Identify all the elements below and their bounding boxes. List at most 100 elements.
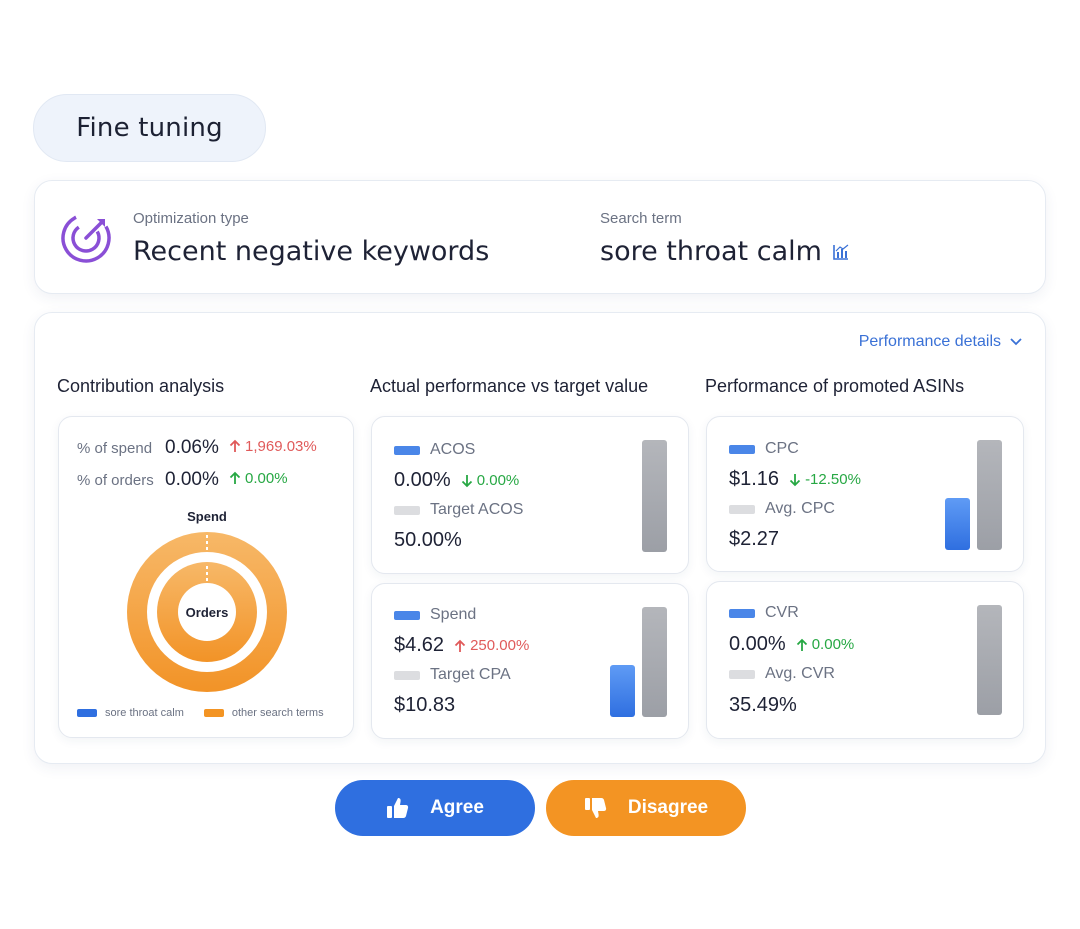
avg-cpc-value: $2.27 [729, 528, 780, 550]
avg-cvr-bar [977, 605, 1002, 715]
spend-share-row: % of spend 0.06% 1,969.03% [77, 437, 317, 459]
chevron-down-icon [1010, 338, 1022, 346]
acos-change: 0.00% [461, 472, 520, 489]
cvr-panel: CVR 0.00% 0.00% Avg. CVR 35.49% [706, 581, 1024, 739]
disagree-button[interactable]: Disagree [546, 780, 746, 836]
avg-cpc-legend: Avg. CPC [729, 500, 835, 518]
spend-value: $4.62 [394, 634, 445, 656]
disagree-label: Disagree [627, 797, 709, 818]
performance-card: Performance details Contribution analysi… [34, 312, 1046, 764]
contribution-legend: sore throat calm other search terms [77, 707, 324, 719]
target-cpa-swatch [394, 670, 420, 680]
thumbs-up-icon [387, 798, 409, 818]
spend-share-label: % of spend [77, 440, 153, 457]
cpc-legend: CPC [729, 440, 799, 458]
target-acos-bar [642, 440, 667, 552]
search-term-value: sore throat calm [600, 236, 822, 267]
legend-swatch-other [203, 709, 224, 717]
cvr-change-value: 0.00% [811, 636, 855, 653]
avg-cvr-swatch [729, 669, 755, 679]
contribution-ring-chart: Spend Orders [127, 509, 287, 692]
performance-details-label: Performance details [858, 333, 1001, 350]
target-cpa-bar [642, 607, 667, 717]
legend-label-other: other search terms [231, 707, 324, 719]
cpc-panel: CPC $1.16 -12.50% Avg. CPC $2.27 [706, 416, 1024, 572]
spend-swatch [394, 610, 420, 620]
chart-icon[interactable] [832, 243, 850, 261]
page-title: Fine tuning [33, 94, 266, 162]
cvr-value: 0.00% [729, 633, 786, 655]
avg-cvr-label: Avg. CVR [765, 665, 835, 682]
avg-cpc-label: Avg. CPC [765, 500, 835, 517]
actual-vs-target-title: Actual performance vs target value [370, 376, 649, 396]
acos-panel: ACOS 0.00% 0.00% Target ACOS 50.00% [371, 416, 689, 574]
legend-swatch-term [77, 709, 97, 717]
target-icon [61, 213, 111, 263]
avg-cvr-legend: Avg. CVR [729, 665, 835, 683]
ring-inner-label: Orders [186, 605, 229, 620]
spend-panel: Spend $4.62 250.00% Target CPA $10.83 [371, 583, 689, 739]
arrow-up-icon [796, 638, 807, 651]
cpc-change-value: -12.50% [805, 471, 861, 488]
spend-label: Spend [430, 606, 477, 623]
cpc-bar [945, 498, 970, 550]
search-term-row: sore throat calm [600, 236, 850, 267]
acos-swatch [394, 445, 420, 455]
cpc-value: $1.16 [729, 468, 780, 490]
agree-label: Agree [430, 797, 484, 818]
orders-share-label: % of orders [77, 472, 154, 489]
cvr-change: 0.00% [796, 636, 855, 653]
spend-bar [610, 665, 635, 717]
contribution-panel: % of spend 0.06% 1,969.03% % of orders 0… [58, 416, 354, 738]
cpc-value-row: $1.16 -12.50% [729, 468, 861, 491]
spend-change-value: 250.00% [470, 637, 530, 654]
spend-share-change: 1,969.03% [229, 438, 317, 455]
cvr-legend: CVR [729, 604, 799, 622]
arrow-up-icon [229, 439, 241, 452]
target-cpa-legend: Target CPA [394, 666, 511, 684]
optimization-summary-card: Optimization type Recent negative keywor… [34, 180, 1046, 294]
orders-share-change-value: 0.00% [245, 469, 288, 487]
target-cpa-value: $10.83 [394, 694, 456, 716]
agree-button[interactable]: Agree [335, 780, 535, 836]
cpc-swatch [729, 444, 755, 454]
avg-cpc-swatch [729, 504, 755, 514]
acos-value: 0.00% [394, 469, 451, 491]
optimization-type-value: Recent negative keywords [133, 236, 490, 267]
arrow-up-icon [229, 471, 241, 484]
arrow-up-icon [454, 639, 466, 652]
target-acos-swatch [394, 505, 420, 515]
arrow-down-icon [461, 474, 472, 487]
target-acos-value: 50.00% [394, 529, 462, 551]
spend-share-value: 0.06% [165, 437, 219, 458]
spend-value-row: $4.62 250.00% [394, 634, 529, 657]
acos-label: ACOS [430, 441, 476, 458]
target-acos-label: Target ACOS [430, 501, 524, 518]
cpc-label: CPC [765, 440, 799, 457]
arrow-down-icon [789, 473, 801, 486]
spend-share-change-value: 1,969.03% [245, 437, 317, 455]
spend-legend: Spend [394, 606, 476, 624]
acos-value-row: 0.00% 0.00% [394, 469, 519, 492]
cpc-change: -12.50% [789, 471, 861, 488]
ring-outer-label: Spend [187, 509, 227, 524]
acos-change-value: 0.00% [476, 472, 520, 489]
legend-label-term: sore throat calm [105, 707, 184, 719]
promoted-asins-title: Performance of promoted ASINs [705, 376, 965, 396]
acos-legend: ACOS [394, 441, 475, 459]
cvr-label: CVR [765, 604, 799, 621]
orders-share-change: 0.00% [229, 470, 288, 487]
orders-share-value: 0.00% [165, 469, 219, 490]
contribution-title: Contribution analysis [57, 376, 225, 396]
orders-share-row: % of orders 0.00% 0.00% [77, 469, 288, 491]
cvr-swatch [729, 608, 755, 618]
target-acos-legend: Target ACOS [394, 501, 523, 519]
avg-cvr-value: 35.49% [729, 694, 797, 716]
target-cpa-label: Target CPA [430, 666, 511, 683]
thumbs-down-icon [584, 798, 606, 818]
search-term-label: Search term [600, 210, 682, 227]
cvr-value-row: 0.00% 0.00% [729, 633, 854, 656]
avg-cpc-bar [977, 440, 1002, 550]
optimization-type-label: Optimization type [133, 210, 249, 227]
performance-details-toggle[interactable]: Performance details [859, 333, 1023, 351]
